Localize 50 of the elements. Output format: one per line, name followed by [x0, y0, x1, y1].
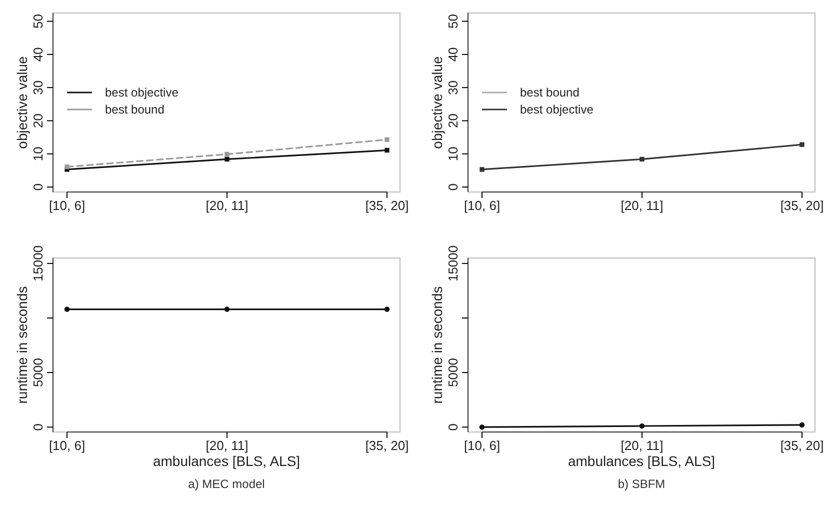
point — [800, 142, 804, 147]
x-tick-label: [35, 20] — [780, 438, 824, 454]
y-tick-label: 5000 — [30, 358, 46, 388]
x-axis-title: ambulances [BLS, ALS] — [568, 453, 716, 469]
legend-label: best objective — [105, 86, 179, 100]
text: b) SBFM — [618, 477, 666, 491]
point — [64, 164, 70, 170]
y-tick-label: 10 — [30, 146, 46, 162]
y-tick-label: 0 — [446, 183, 461, 191]
y-tick-label: 30 — [446, 80, 461, 95]
x-axis-title: ambulances [BLS, ALS] — [152, 453, 300, 469]
y-axis-title: objective value — [14, 56, 30, 149]
x-tick-label: [10, 6] — [464, 198, 500, 214]
y-tick-label: 0 — [30, 183, 46, 191]
y-axis-title: runtime in seconds — [14, 286, 30, 404]
x-tick-label: [20, 11] — [620, 198, 664, 214]
y-tick-label: 50 — [30, 14, 46, 29]
y-tick-label: 15000 — [30, 245, 46, 282]
text: a) MEC model — [188, 477, 265, 491]
point — [224, 156, 230, 162]
point — [640, 156, 644, 162]
y-tick-label: 40 — [30, 47, 46, 62]
x-tick-label: [10, 6] — [48, 198, 86, 214]
point — [224, 152, 230, 157]
y-tick-label: 50 — [446, 14, 461, 29]
y-tick-label: 0 — [30, 423, 46, 431]
y-tick-label: 20 — [446, 113, 461, 128]
y-tick-label: 5000 — [446, 358, 461, 388]
x-tick-label: [35, 20] — [365, 438, 409, 454]
legend-label: best objective — [520, 102, 594, 116]
x-tick-label: [20, 11] — [620, 438, 664, 454]
y-tick-label: 30 — [30, 80, 46, 95]
x-tick-label: [20, 11] — [206, 198, 248, 214]
y-tick-label: 10 — [446, 146, 461, 162]
x-tick-label: [35, 20] — [780, 198, 824, 214]
y-tick-label: 20 — [30, 113, 46, 128]
y-tick-label: 15000 — [446, 245, 461, 282]
legend-label: best bound — [520, 86, 580, 100]
x-tick-label: [20, 11] — [206, 438, 248, 454]
y-axis-title: runtime in seconds — [429, 286, 445, 404]
x-tick-label: [10, 6] — [48, 438, 86, 454]
x-tick-label: [10, 6] — [464, 438, 500, 454]
legend-label: best bound — [105, 102, 164, 116]
point — [384, 148, 390, 153]
point — [480, 167, 484, 172]
y-axis-title: objective value — [429, 56, 445, 149]
y-tick-label: 0 — [446, 423, 461, 431]
x-tick-label: [35, 20] — [365, 198, 409, 214]
y-tick-label: 40 — [446, 47, 461, 62]
point — [384, 137, 390, 142]
